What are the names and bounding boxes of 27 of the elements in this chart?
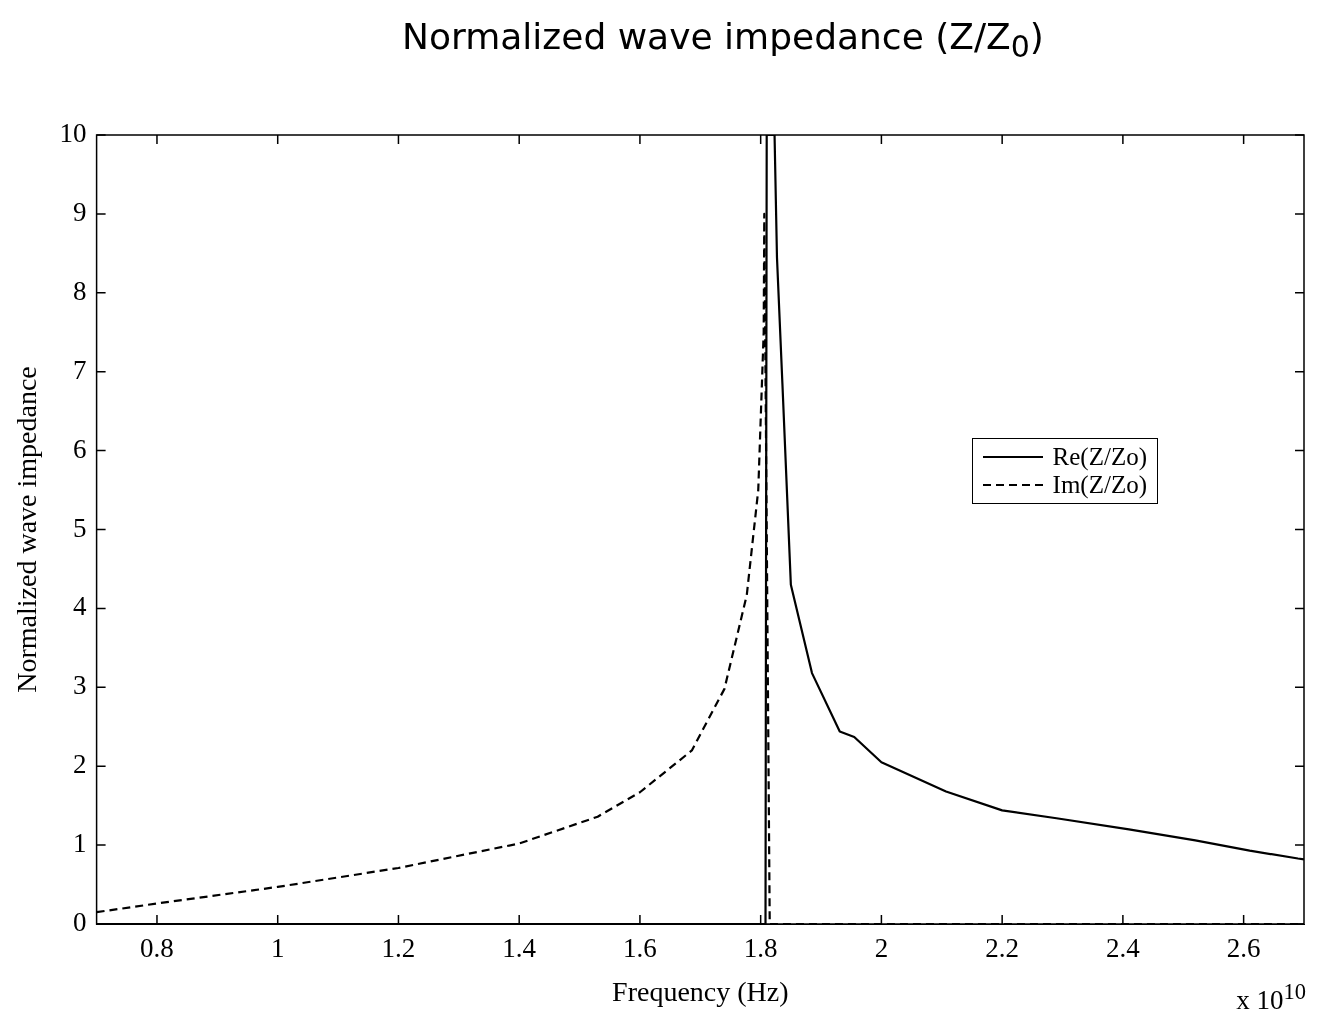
x-axis-title: Frequency (Hz): [612, 975, 789, 1007]
legend-label: Im(Z/Zo): [1052, 471, 1147, 499]
y-tick-label: 7: [73, 354, 87, 385]
y-tick-label: 10: [59, 118, 87, 149]
y-tick-label: 8: [73, 275, 87, 306]
x-tick-label: 1.8: [743, 933, 778, 964]
x-tick-label: 2.2: [985, 933, 1020, 964]
x-tick-label: 0.8: [140, 933, 174, 964]
chart-title: Normalized wave impedance (Z/Z$_{0}$): [401, 16, 1045, 65]
x-tick-label: 2.6: [1226, 933, 1261, 964]
y-tick-label: 6: [73, 433, 87, 464]
legend-label: Re(Z/Zo): [1052, 443, 1147, 471]
y-tick-label: 0: [73, 907, 87, 938]
y-axis-title: Normalized wave impedance: [11, 366, 43, 693]
y-tick-label: 3: [73, 670, 87, 701]
y-tick-label: 2: [73, 749, 87, 780]
x-tick-label: 2.4: [1106, 933, 1141, 964]
y-tick-label: 9: [73, 196, 87, 227]
x-tick-label: 2: [874, 933, 889, 964]
y-tick-label: 4: [73, 591, 88, 622]
x-tick-label: 1.4: [502, 933, 537, 964]
x-tick-label: 1.2: [381, 933, 416, 964]
x-tick-label: 1.6: [623, 933, 657, 964]
y-tick-label: 5: [73, 512, 87, 543]
x-tick-label: 1: [270, 933, 285, 964]
text: x 10$^{10}$: [1236, 979, 1306, 1016]
y-tick-label: 1: [73, 828, 87, 859]
